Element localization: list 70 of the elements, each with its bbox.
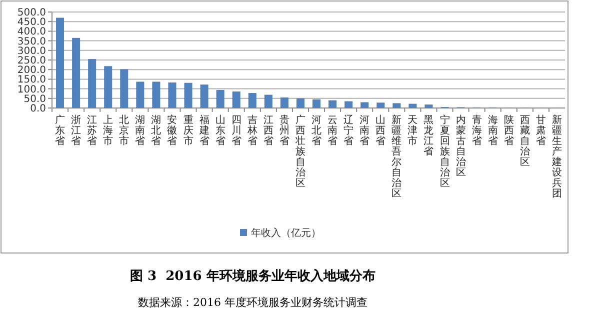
x-tick-label: 河南省 xyxy=(360,114,370,147)
bar xyxy=(392,103,401,108)
x-tick-label: 山东省 xyxy=(215,114,226,147)
x-tick-label: 贵州省 xyxy=(279,114,290,147)
x-tick-label: 宁夏回族自治区 xyxy=(440,114,450,189)
x-tick-label: 山西省 xyxy=(376,114,386,147)
x-tick-label: 辽宁省 xyxy=(344,114,354,147)
bar xyxy=(424,104,433,108)
x-tick-label: 湖北省 xyxy=(151,114,162,147)
y-tick-label: 300.0 xyxy=(17,46,46,57)
bar xyxy=(200,84,208,108)
x-tick-label: 新疆生产建设兵团 xyxy=(550,114,562,200)
x-tick-label: 黑龙江省 xyxy=(424,115,434,158)
bar xyxy=(232,91,240,108)
y-tick-label: 250.0 xyxy=(17,56,46,66)
x-tick-label: 西藏自治区 xyxy=(520,115,530,168)
x-tick-label: 广西壮族自治区 xyxy=(294,114,306,189)
y-tick-label: 0.0 xyxy=(30,104,46,114)
x-tick-label: 四川省 xyxy=(231,115,242,147)
x-tick-label: 重庆市 xyxy=(183,114,194,147)
x-tick-label: 江西省 xyxy=(263,114,274,147)
bar xyxy=(344,101,353,108)
bar xyxy=(360,102,369,108)
bar xyxy=(168,82,176,108)
y-tick-label: 150.0 xyxy=(17,74,46,86)
x-tick-label: 甘肃省 xyxy=(536,114,546,147)
bar xyxy=(328,100,337,108)
x-tick-label: 海南省 xyxy=(488,114,498,147)
legend-label: 年收入（亿元） xyxy=(251,227,321,239)
x-tick-label: 安徽省 xyxy=(167,114,178,147)
bar xyxy=(312,99,321,108)
y-tick-label: 200.0 xyxy=(17,65,46,76)
bar xyxy=(136,82,144,108)
x-tick-label: 吉林省 xyxy=(246,114,258,147)
text: 图 3 2016 年环境服务业年收入地域分布 xyxy=(130,268,376,284)
bar xyxy=(248,93,256,108)
bar xyxy=(152,82,160,108)
bar xyxy=(264,94,272,108)
bar xyxy=(56,18,64,108)
bar xyxy=(184,82,192,108)
x-tick-label: 浙江省 xyxy=(71,114,82,147)
x-tick-label: 云南省 xyxy=(328,115,338,147)
x-tick-label: 上海市 xyxy=(103,114,114,147)
bar xyxy=(72,38,80,108)
x-tick-label: 湖南省 xyxy=(135,114,146,147)
y-tick-label: 500.0 xyxy=(17,8,46,18)
x-tick-label: 河北省 xyxy=(312,114,322,147)
bar xyxy=(376,102,385,108)
x-tick-label: 福建省 xyxy=(198,114,210,147)
x-tick-label: 江苏省 xyxy=(87,114,98,147)
x-tick-label: 陕西省 xyxy=(504,114,514,147)
y-tick-label: 100.0 xyxy=(17,84,46,96)
x-tick-label: 新疆维吾尔自治区 xyxy=(392,114,402,200)
bar xyxy=(120,69,128,108)
x-tick-label: 内蒙古自治区 xyxy=(456,114,466,178)
y-tick-label: 400.0 xyxy=(17,26,46,38)
x-tick-label: 广东省 xyxy=(55,114,66,147)
x-tick-label: 青海省 xyxy=(472,114,482,147)
y-tick-label: 50.0 xyxy=(24,94,46,105)
y-tick-label: 450.0 xyxy=(17,17,46,28)
bar xyxy=(296,98,304,108)
y-tick-label: 350.0 xyxy=(17,36,46,48)
bar xyxy=(216,90,224,108)
bar xyxy=(280,97,288,108)
bar xyxy=(88,59,96,108)
bar xyxy=(104,66,112,108)
x-tick-label: 北京市 xyxy=(119,114,130,147)
x-tick-label: 天津市 xyxy=(408,115,418,147)
source-note: 数据来源：2016 年度环境服务业财务统计调查 xyxy=(138,296,368,309)
bar xyxy=(408,104,417,108)
